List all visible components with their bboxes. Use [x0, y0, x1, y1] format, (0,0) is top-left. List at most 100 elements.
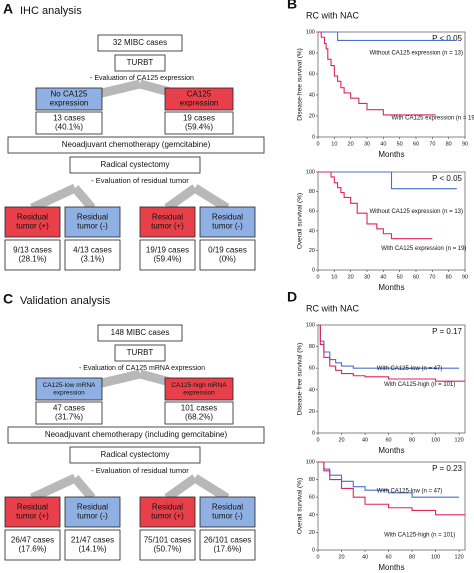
outcome-name: Residual: [152, 503, 183, 512]
y-axis-label: Overall survival (%): [297, 193, 304, 249]
y-tick-label: 0: [312, 430, 315, 436]
outcome-box: [64, 206, 121, 238]
survival-curve: [318, 324, 460, 369]
legend-label: With CA125-high (n = 101): [384, 533, 455, 539]
count-box: [164, 111, 234, 135]
nac-box: [7, 426, 265, 444]
outcome-count: (17.6%): [18, 545, 46, 554]
outcome-count: 21/47 cases: [71, 536, 114, 545]
y-axis-label: Disease-free survival (%): [297, 343, 304, 416]
group-name: expression: [50, 99, 89, 108]
outcome-count-box: [4, 239, 61, 271]
panel-title: IHC analysis: [20, 5, 82, 17]
survival-curve: [318, 171, 433, 240]
x-tick-label: 100: [431, 437, 440, 443]
y-tick-label: 40: [309, 512, 315, 518]
outcome-name: tumor (-): [77, 222, 108, 231]
x-tick-label: 60: [413, 141, 419, 147]
outcome-name: Residual: [212, 503, 243, 512]
y-tick-label: 40: [309, 387, 315, 393]
y-tick-label: 100: [306, 29, 315, 35]
outcome-count: 75/101 cases: [144, 536, 192, 545]
turbt: TURBT: [127, 348, 154, 357]
arrow: [71, 475, 96, 501]
group-name: No CA125: [51, 90, 88, 99]
arrow: [71, 185, 96, 211]
x-tick-label: 40: [362, 554, 368, 560]
residual-evaluation: - Evaluation of residual tumor: [91, 466, 189, 475]
group-count: (68.2%): [185, 413, 213, 422]
outcome-count-box: [199, 529, 256, 561]
legend-label: Without CA125 expression (n = 13): [369, 51, 463, 57]
x-tick-label: 20: [338, 554, 344, 560]
x-tick-label: 50: [397, 274, 403, 280]
y-tick-label: 100: [306, 169, 315, 175]
survival-curve: [318, 461, 460, 498]
x-tick-label: 10: [331, 141, 337, 147]
outcome-count: (28.1%): [18, 255, 46, 264]
cohort: 148 MIBC cases: [111, 328, 170, 337]
group-count: 19 cases: [183, 114, 215, 123]
group-count: (40.1%): [55, 123, 83, 132]
x-tick-label: 80: [446, 274, 452, 280]
legend-label: Without CA125 expression (n = 13): [369, 209, 463, 215]
x-tick-label: 120: [455, 554, 464, 560]
outcome-box: [4, 496, 61, 528]
y-axis-label: Overall survival (%): [297, 478, 304, 534]
outcome-count: 26/47 cases: [11, 536, 54, 545]
rc: Radical cystectomy: [101, 160, 170, 169]
outcome-box: [139, 206, 196, 238]
annotation: P < 0.05: [432, 174, 462, 183]
x-tick-label: 100: [431, 554, 440, 560]
survival-curve: [318, 324, 465, 382]
chart-title: RC with NAC: [306, 10, 360, 20]
outcome-count: 4/13 cases: [73, 246, 112, 255]
x-tick-label: 80: [446, 141, 452, 147]
arrow: [30, 473, 77, 503]
x-tick-label: 10: [331, 274, 337, 280]
y-tick-label: 100: [306, 459, 315, 465]
arrow: [192, 184, 230, 212]
group-box: [164, 377, 234, 401]
x-tick-label: 60: [385, 437, 391, 443]
outcome-count: 9/13 cases: [13, 246, 52, 255]
plot-frame: [317, 324, 466, 434]
group-name: CA125-high mRNA: [171, 382, 227, 389]
legend-label: With CA125 expression (n = 19): [381, 246, 466, 252]
group-box: [35, 377, 103, 401]
outcome-count: (0%): [219, 255, 236, 264]
survival-curve: [318, 31, 457, 41]
x-tick-label: 20: [348, 141, 354, 147]
outcome-count: 0/19 cases: [208, 246, 247, 255]
y-tick-label: 0: [312, 267, 315, 273]
panel-label: B: [287, 0, 297, 12]
x-tick-label: 20: [338, 437, 344, 443]
count-box: [35, 111, 103, 135]
x-tick-label: 80: [409, 437, 415, 443]
outcome-name: tumor (+): [16, 512, 49, 521]
outcome-count: (50.7%): [153, 545, 181, 554]
x-axis-label: Months: [378, 150, 404, 159]
outcome-count-box: [64, 239, 121, 271]
x-axis-label: Months: [378, 283, 404, 292]
panel-label: D: [287, 289, 297, 305]
outcome-name: tumor (+): [16, 222, 49, 231]
evaluation: - Evaluation of CA125 expression: [90, 75, 194, 82]
annotation: P = 0.23: [432, 464, 462, 473]
y-tick-label: 0: [312, 134, 315, 140]
outcome-name: Residual: [17, 213, 48, 222]
rc-box: [69, 156, 201, 174]
outcome-box: [199, 496, 256, 528]
outcome-count-box: [139, 529, 196, 561]
outcome-box: [64, 496, 121, 528]
x-tick-label: 40: [380, 274, 386, 280]
y-tick-label: 20: [309, 409, 315, 415]
group-name: CA125-low mRNA: [43, 382, 96, 389]
outcome-name: tumor (+): [151, 512, 184, 521]
rc: Radical cystectomy: [101, 450, 170, 459]
outcome-count: (59.4%): [153, 255, 181, 264]
survival-curve: [318, 171, 457, 190]
group-name: CA125: [187, 90, 212, 99]
x-tick-label: 60: [413, 274, 419, 280]
outcome-box: [199, 206, 256, 238]
